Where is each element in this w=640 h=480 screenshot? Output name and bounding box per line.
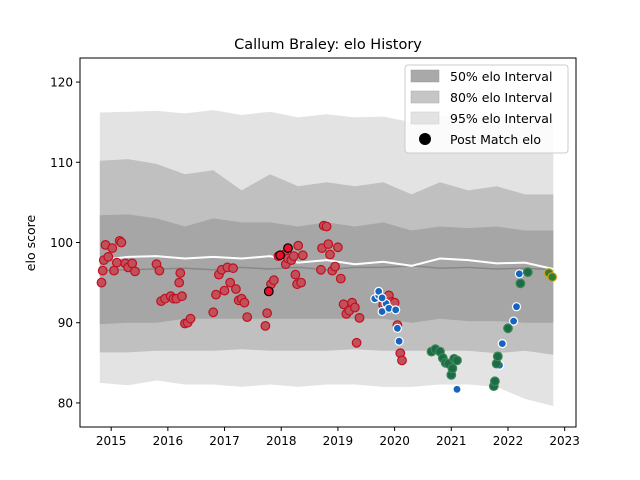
data-point-blue (497, 339, 507, 349)
data-point-red (177, 291, 187, 302)
x-tick-label: 2019 (323, 434, 354, 448)
data-point-red (107, 243, 118, 254)
legend-swatch-80 (410, 90, 440, 104)
data-point-blue (514, 269, 524, 279)
x-tick-label: 2018 (266, 434, 297, 448)
data-point-red (269, 275, 279, 286)
data-point-gold (547, 272, 558, 282)
data-point-red-highlight (275, 250, 286, 261)
data-point-red (230, 284, 241, 294)
data-point-red-highlight (283, 243, 293, 254)
data-point-red (323, 239, 334, 250)
chart-title: Callum Braley: elo History (234, 37, 422, 53)
data-point-red (228, 263, 239, 274)
data-point-red (354, 313, 365, 323)
data-point-red (350, 302, 360, 313)
data-point-red (239, 297, 250, 308)
y-tick-label: 80 (58, 396, 73, 410)
x-tick-label: 2023 (549, 434, 580, 448)
data-point-red (97, 265, 108, 276)
data-point-red (96, 277, 107, 288)
x-tick-label: 2020 (379, 434, 410, 448)
data-point-green (452, 355, 462, 366)
data-point-blue (394, 336, 404, 346)
data-point-red (103, 251, 114, 262)
x-tick-label: 2017 (209, 434, 240, 448)
data-point-red (351, 337, 362, 348)
data-point-green (515, 278, 526, 289)
data-point-red (293, 240, 304, 251)
data-point-red (333, 242, 343, 253)
x-tick-label: 2022 (493, 434, 524, 448)
legend-label-50: 50% elo Interval (450, 69, 552, 84)
legend-marker-post-match (419, 133, 431, 145)
data-point-red (111, 257, 122, 268)
data-point-blue (511, 302, 522, 312)
y-tick-label: 110 (50, 156, 73, 170)
data-point-red-highlight (263, 286, 274, 297)
data-point-blue (508, 316, 519, 326)
y-axis: 80 90 100 110 120 (50, 76, 80, 410)
data-point-red (219, 285, 230, 296)
data-point-red (316, 264, 326, 275)
data-point-red (242, 312, 253, 323)
trend-lines (99, 255, 554, 272)
data-point-red (208, 307, 219, 318)
data-point-red (127, 258, 138, 269)
interval-bands (99, 110, 554, 407)
x-tick-label: 2016 (153, 434, 184, 448)
data-point-red (116, 237, 127, 248)
x-axis: 2015 2016 2017 2018 2019 2020 2021 2022 2023 (96, 427, 580, 448)
data-point-red (185, 313, 196, 324)
legend-label-post-match: Post Match elo (450, 132, 541, 147)
data-point-red (335, 273, 346, 284)
data-point-green (492, 351, 503, 362)
y-axis-label: elo score (23, 215, 38, 272)
data-point-red (260, 321, 271, 331)
x-tick-label: 2021 (436, 434, 467, 448)
legend-swatch-95 (410, 111, 440, 125)
data-point-blue (391, 305, 401, 315)
y-tick-label: 90 (58, 316, 73, 330)
data-point-green (522, 267, 533, 278)
legend-label-95: 95% elo Interval (450, 111, 552, 126)
data-point-red (154, 265, 165, 276)
data-point-red (397, 355, 407, 366)
legend: 50% elo Interval 80% elo Interval 95% el… (404, 64, 569, 154)
data-point-red (174, 277, 185, 288)
data-point-blue (377, 293, 387, 303)
data-point-red (325, 249, 335, 260)
data-point-red (211, 289, 221, 300)
legend-label-80: 80% elo Interval (450, 90, 552, 105)
data-point-red (262, 308, 273, 319)
post-match-points (96, 220, 558, 394)
legend-swatch-50 (410, 69, 440, 83)
legend-frame (404, 64, 569, 154)
y-tick-label: 120 (50, 76, 73, 90)
data-point-red (296, 277, 307, 288)
data-point-green (503, 323, 513, 334)
data-point-red (130, 266, 140, 277)
median-line (99, 265, 554, 272)
data-point-red (330, 261, 341, 272)
data-point-red (290, 269, 301, 280)
data-point-blue (452, 384, 462, 394)
data-point-red (288, 251, 299, 262)
data-point-red (297, 250, 308, 261)
data-point-red (321, 221, 332, 232)
data-point-red (225, 277, 236, 288)
data-point-green (490, 376, 500, 387)
data-point-red (109, 265, 119, 276)
data-point-blue (392, 323, 402, 333)
data-point-red (175, 268, 186, 278)
data-point-green (447, 363, 458, 374)
mean-line (99, 255, 554, 270)
y-tick-label: 100 (50, 236, 73, 250)
x-tick-label: 2015 (96, 434, 127, 448)
